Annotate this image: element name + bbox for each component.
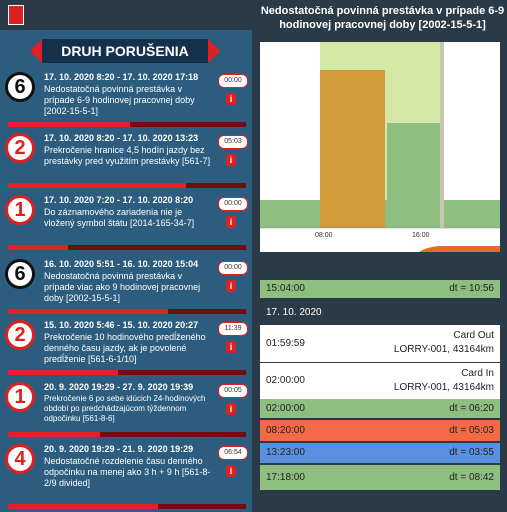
progress-bar (8, 122, 246, 127)
rest-bar (387, 123, 440, 228)
progress-fill (8, 122, 130, 127)
violations-panel (0, 0, 252, 512)
info-button[interactable]: i (226, 465, 236, 477)
duration: dt = 08:42 (449, 471, 494, 483)
severity-badge: 1 (5, 195, 35, 225)
severity-badge: 6 (5, 72, 35, 102)
chart-svg: 08:00 16:00 (260, 42, 500, 262)
severity-badge: 1 (5, 382, 35, 412)
timeline-row[interactable]: 02:00:00 Card In LORRY-001, 43164km (260, 363, 500, 399)
timeline-row[interactable]: 08:20:00 dt = 05:03 (260, 420, 500, 441)
progress-bar (8, 432, 246, 437)
progress-fill (8, 245, 68, 250)
period: 20. 9. 2020 19:29 - 21. 9. 2020 19:29 (44, 444, 194, 454)
violation-item[interactable]: 2 15. 10. 2020 5:46 - 15. 10. 2020 20:27 P… (0, 318, 252, 378)
info-button[interactable]: i (226, 216, 236, 228)
top-bar (0, 0, 252, 30)
description: Nedostatočná povinná prestávka v prípade… (44, 271, 201, 303)
severity-badge: 2 (5, 133, 35, 163)
detail-title: Nedostatočná povinná prestávka v prípade… (260, 5, 505, 31)
progress-fill (8, 370, 118, 375)
description: Do záznamového zariadenia nie je vložený… (44, 207, 195, 228)
duration: 06:54 (218, 446, 248, 460)
timeline-row[interactable]: 02:00:00 dt = 06:20 (260, 399, 500, 418)
duration: 11:39 (218, 322, 248, 336)
x-label: 08:00 (315, 232, 333, 239)
period: 17. 10. 2020 8:20 - 17. 10. 2020 17:18 (44, 72, 199, 82)
description: Prekročenie hranice 4,5 hodín jazdy bez … (44, 145, 211, 166)
description: Nedostatočná povinná prestávka v prípade… (44, 84, 195, 116)
panel-title: DRUH PORUŠENIA (42, 39, 208, 63)
event-detail: LORRY-001, 43164km (393, 382, 494, 393)
time: 17:18:00 (266, 471, 305, 483)
time: 08:20:00 (266, 424, 305, 436)
duration: 00:00 (218, 197, 248, 211)
severity-badge: 6 (5, 259, 35, 289)
logo (8, 5, 24, 25)
timeline-row[interactable]: 13:23:00 dt = 03:55 (260, 443, 500, 463)
timeline-row[interactable]: 01:59:59 Card Out LORRY-001, 43164km (260, 325, 500, 362)
info-button[interactable]: i (226, 154, 236, 166)
x-label: 16:00 (412, 232, 430, 239)
progress-fill (8, 504, 158, 509)
drive-bar (320, 70, 385, 228)
title-decor (30, 39, 42, 63)
info-button[interactable]: i (226, 341, 236, 353)
duration: 05:03 (218, 135, 248, 149)
violation-item[interactable]: 6 16. 10. 2020 5:51 - 16. 10. 2020 15:04 N… (0, 257, 252, 317)
scroll-indicator (410, 246, 500, 262)
progress-fill (8, 432, 100, 437)
duration: dt = 03:55 (449, 447, 494, 458)
event: Card In (461, 368, 494, 379)
time: 02:00:00 (266, 375, 305, 386)
time: 15:04:00 (266, 283, 305, 294)
violation-item[interactable]: 1 20. 9. 2020 19:29 - 27. 9. 2020 19:39 Pr… (0, 380, 252, 440)
date: 17. 10. 2020 (266, 306, 322, 318)
duration: 00:00 (218, 261, 248, 275)
chart: 08:00 16:00 (260, 42, 500, 262)
timeline-row[interactable]: 15:04:00 dt = 10:56 (260, 280, 500, 298)
time: 02:00:00 (266, 402, 305, 414)
period: 17. 10. 2020 7:20 - 17. 10. 2020 8:20 (44, 195, 194, 205)
violation-item[interactable]: 4 20. 9. 2020 19:29 - 21. 9. 2020 19:29 Ne… (0, 442, 252, 509)
info-button[interactable]: i (226, 93, 236, 105)
progress-bar (8, 245, 246, 250)
marker (440, 42, 444, 228)
period: 15. 10. 2020 5:46 - 15. 10. 2020 20:27 (44, 320, 199, 330)
time: 01:59:59 (266, 337, 305, 349)
timeline-row[interactable]: 17. 10. 2020 (260, 303, 500, 322)
period: 17. 10. 2020 8:20 - 17. 10. 2020 13:23 (44, 133, 199, 143)
severity-badge: 4 (5, 444, 35, 474)
violation-item[interactable]: 2 17. 10. 2020 8:20 - 17. 10. 2020 13:23 P… (0, 131, 252, 191)
event-detail: LORRY-001, 43164km (393, 344, 494, 355)
description: Prekročenie 10 hodinového predĺženého de… (44, 332, 206, 364)
info-button[interactable]: i (226, 403, 236, 415)
timeline-row[interactable]: 17:18:00 dt = 08:42 (260, 465, 500, 490)
event: Card Out (453, 330, 494, 341)
progress-fill (8, 309, 168, 314)
period: 20. 9. 2020 19:29 - 27. 9. 2020 19:39 (44, 382, 194, 392)
title-decor (208, 39, 220, 63)
violation-item[interactable]: 6 17. 10. 2020 8:20 - 17. 10. 2020 17:18 N… (0, 70, 252, 130)
duration: dt = 10:56 (449, 283, 494, 294)
period: 16. 10. 2020 5:51 - 16. 10. 2020 15:04 (44, 259, 199, 269)
duration: dt = 05:03 (449, 424, 494, 436)
progress-fill (8, 183, 186, 188)
time: 13:23:00 (266, 447, 305, 458)
progress-bar (8, 504, 246, 509)
description: Nedostatočné rozdelenie času denného odp… (44, 456, 211, 488)
violation-item[interactable]: 1 17. 10. 2020 7:20 - 17. 10. 2020 8:20 Do… (0, 193, 252, 253)
duration: 00:00 (218, 74, 248, 88)
progress-bar (8, 183, 246, 188)
duration: 00:05 (218, 384, 248, 398)
description: Prekročenie 6 po sebe idúcich 24-hodinov… (44, 394, 206, 423)
severity-badge: 2 (5, 320, 35, 350)
progress-bar (8, 370, 246, 375)
progress-bar (8, 309, 246, 314)
info-button[interactable]: i (226, 280, 236, 292)
duration: dt = 06:20 (449, 402, 494, 414)
